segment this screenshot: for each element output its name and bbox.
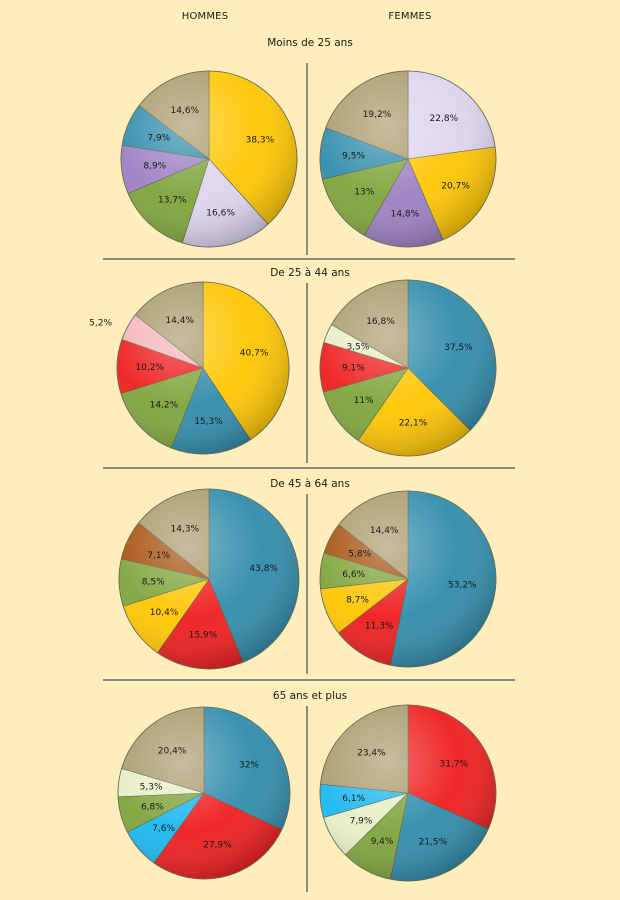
section-title-moins-25: Moins de 25 ans <box>267 37 353 49</box>
slice-label: 8,7% <box>346 596 369 606</box>
pie-shading <box>116 281 290 455</box>
column-header-hommes: HOMMES <box>181 11 229 22</box>
slice-label: 8,5% <box>142 577 165 587</box>
slice-label: 14,4% <box>165 316 194 326</box>
slice-label: 13% <box>354 188 374 198</box>
slice-label: 22,8% <box>430 114 459 124</box>
divider-vertical <box>306 706 308 892</box>
slice-label: 7,9% <box>147 134 170 144</box>
slice-label: 38,3% <box>246 135 275 145</box>
pie-femmes-2: 53,2% 11,3% 8,7% 6,6% 5,8% 14,4% <box>319 490 497 668</box>
slice-label: 14,6% <box>171 106 200 116</box>
section-title-65-plus: 65 ans et plus <box>272 690 348 702</box>
pie-hommes-1: 40,7% 15,3% 14,2% 10,2% 5,2% 14,4% <box>89 281 290 455</box>
slice-label: 9,5% <box>342 151 365 161</box>
slice-label: 32% <box>239 760 259 770</box>
slice-label: 5,8% <box>348 550 371 560</box>
divider-horizontal <box>103 258 515 260</box>
slice-label: 11,3% <box>365 621 394 631</box>
divider-horizontal <box>103 679 515 681</box>
slice-label: 20,4% <box>158 746 187 756</box>
slice-label: 15,3% <box>194 417 223 427</box>
slice-label: 19,2% <box>363 110 392 120</box>
slice-label: 5,3% <box>140 783 163 793</box>
section-title-25-44: De 25 à 44 ans <box>270 267 350 279</box>
slice-label: 6,8% <box>141 803 164 813</box>
slice-label: 5,2% <box>89 319 112 329</box>
slice-label: 13,7% <box>158 195 187 205</box>
slice-label: 7,1% <box>147 551 170 561</box>
slice-label: 11% <box>354 396 374 406</box>
slice-label: 27,9% <box>203 841 232 851</box>
pie-shading <box>118 488 300 670</box>
slice-label: 53,2% <box>448 581 477 591</box>
slice-label: 22,1% <box>399 418 428 428</box>
pie-hommes-2: 43,8% 15,9% 10,4% 8,5% 7,1% 14,3% <box>118 488 300 670</box>
pie-shading <box>319 279 497 457</box>
slice-label: 21,5% <box>419 838 448 848</box>
pie-shading <box>319 70 497 248</box>
divider-vertical <box>306 494 308 674</box>
slice-label: 20,7% <box>441 182 470 192</box>
slice-label: 14,4% <box>370 526 399 536</box>
pie-hommes-3: 32% 27,9% 7,6% 6,8% 5,3% 20,4% <box>117 706 291 880</box>
slice-label: 7,6% <box>152 824 175 834</box>
slice-label: 10,4% <box>150 608 179 618</box>
pie-femmes-1: 37,5% 22,1% 11% 9,1% 3,5% 16,8% <box>319 279 497 457</box>
section-title-45-64: De 45 à 64 ans <box>270 478 350 490</box>
slice-label: 14,2% <box>150 400 179 410</box>
pie-shading <box>120 70 298 248</box>
slice-label: 9,1% <box>342 364 365 374</box>
pie-hommes-0: 38,3% 16,6% 13,7% 8,9% 7,9% 14,6% <box>120 70 298 248</box>
pie-femmes-3: 31,7% 21,5% 9,4% 7,9% 6,1% 23,4% <box>319 704 497 882</box>
slice-label: 15,9% <box>189 631 218 641</box>
slice-label: 9,4% <box>371 837 394 847</box>
slice-label: 3,5% <box>346 343 369 353</box>
divider-horizontal <box>103 467 515 469</box>
pie-shading <box>319 704 497 882</box>
pie-shading <box>117 706 291 880</box>
slice-label: 6,1% <box>342 794 365 804</box>
pie-femmes-0: 22,8% 20,7% 14,8% 13% 9,5% 19,2% <box>319 70 497 248</box>
slice-label: 8,9% <box>143 162 166 172</box>
slice-label: 6,6% <box>342 570 365 580</box>
slice-label: 16,6% <box>206 208 235 218</box>
slice-label: 40,7% <box>240 349 269 359</box>
slice-label: 23,4% <box>357 749 386 759</box>
slice-label: 31,7% <box>440 759 469 769</box>
slice-label: 7,9% <box>350 817 373 827</box>
divider-vertical <box>306 63 308 255</box>
slice-label: 43,8% <box>249 564 278 574</box>
divider-vertical <box>306 283 308 463</box>
slice-label: 10,2% <box>135 363 164 373</box>
slice-label: 14,8% <box>391 210 420 220</box>
slice-label: 16,8% <box>366 317 395 327</box>
slice-label: 37,5% <box>444 343 473 353</box>
pie-shading <box>319 490 497 668</box>
column-header-femmes: FEMMES <box>388 11 432 22</box>
slice-label: 14,3% <box>171 525 200 535</box>
